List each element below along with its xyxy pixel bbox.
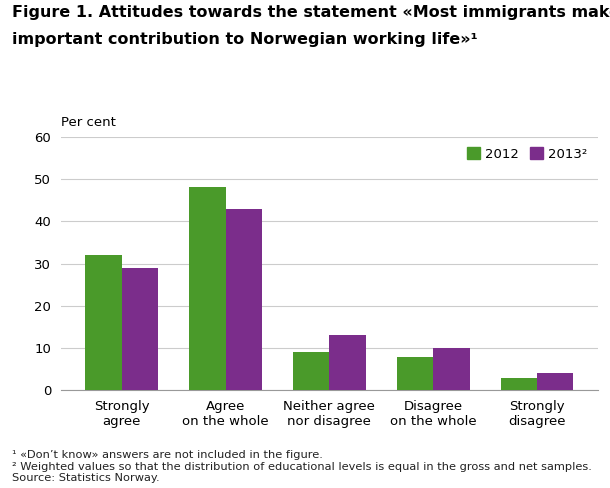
Bar	[85, 255, 122, 390]
Text: Figure 1. Attitudes towards the statement «Most immigrants make an: Figure 1. Attitudes towards the statemen…	[12, 5, 610, 20]
Bar	[329, 335, 366, 390]
Bar	[537, 373, 573, 390]
Bar	[293, 352, 329, 390]
Text: important contribution to Norwegian working life»¹: important contribution to Norwegian work…	[12, 32, 478, 47]
Text: Per cent: Per cent	[61, 116, 116, 129]
Bar	[122, 268, 158, 390]
Bar	[433, 348, 470, 390]
Legend: 2012, 2013²: 2012, 2013²	[462, 143, 591, 164]
Bar	[501, 378, 537, 390]
Text: ¹ «Don’t know» answers are not included in the figure.
² Weighted values so that: ¹ «Don’t know» answers are not included …	[12, 450, 592, 483]
Bar	[189, 187, 226, 390]
Bar	[226, 208, 262, 390]
Bar	[397, 357, 433, 390]
